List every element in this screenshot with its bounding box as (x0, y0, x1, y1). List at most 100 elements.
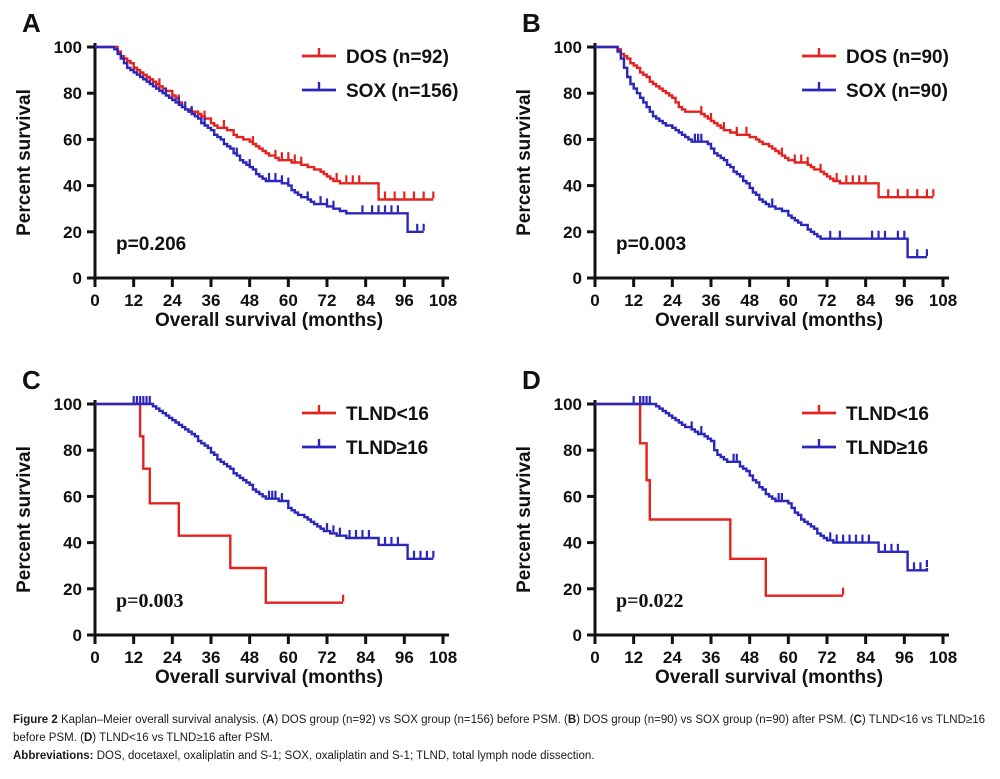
caption-bold-segment: D (83, 731, 93, 744)
panel-c: C 0 20 40 60 80 100 0 12 24 36 48 60 72 84 96 108 Overal… (0, 357, 500, 702)
p-value: p=0.003 (616, 234, 686, 255)
km-curve-red (95, 402, 344, 604)
caption-text-segment: DOS, docetaxel, oxaliplatin and S-1; SOX… (96, 749, 595, 762)
y-tick-label: 40 (63, 534, 82, 553)
x-tick-label: 36 (702, 291, 721, 310)
x-tick-label: 12 (124, 291, 143, 310)
x-tick-label: 48 (240, 291, 259, 310)
km-curve-red (595, 45, 934, 199)
caption-bold-segment: Abbreviations: (13, 749, 97, 762)
x-tick-label: 60 (279, 291, 298, 310)
km-curve-blue (595, 45, 927, 259)
y-axis-title: Percent survival (514, 89, 535, 236)
legend-label: TLND≥16 (846, 438, 928, 459)
y-axis-title: Percent survival (514, 446, 535, 593)
y-tick-label: 0 (73, 269, 82, 288)
km-curve-blue (95, 45, 424, 233)
panel-label-c: C (22, 365, 41, 395)
p-value: p=0.003 (116, 590, 184, 612)
x-tick-label: 24 (663, 648, 682, 667)
km-plot-d: 0 20 40 60 80 100 0 12 24 36 48 60 72 84 96 108 Overall … (514, 395, 957, 688)
y-tick-label: 100 (554, 38, 582, 57)
legend-label: TLND≥16 (346, 438, 428, 459)
caption-bold-segment: Figure 2 (13, 714, 61, 726)
x-tick-label: 0 (590, 291, 599, 310)
km-plot-c: 0 20 40 60 80 100 0 12 24 36 48 60 72 84 96 108 Overall … (14, 395, 457, 688)
x-tick-label: 60 (279, 648, 298, 667)
legend-label: DOS (n=92) (346, 47, 449, 68)
x-tick-label: 108 (929, 648, 957, 667)
x-tick-label: 0 (590, 648, 599, 667)
x-tick-label: 72 (818, 291, 837, 310)
x-axis-title: Overall survival (months) (155, 667, 383, 688)
y-tick-label: 60 (563, 487, 582, 506)
panel-a: A 0 20 40 60 80 100 0 12 24 36 48 60 72 84 96 108 Overal… (0, 0, 500, 345)
x-tick-label: 0 (90, 648, 99, 667)
x-tick-label: 48 (240, 648, 259, 667)
panel-b: B 0 20 40 60 80 100 0 12 24 36 48 60 72 84 96 108 Overal… (500, 0, 1000, 345)
x-tick-label: 96 (395, 291, 414, 310)
x-tick-label: 72 (318, 648, 337, 667)
y-tick-label: 100 (554, 395, 582, 414)
x-axis-title: Overall survival (months) (655, 667, 883, 688)
y-tick-label: 0 (73, 626, 82, 645)
legend-label: DOS (n=90) (846, 47, 949, 68)
y-axis-title: Percent survival (14, 89, 35, 236)
y-tick-label: 80 (563, 84, 582, 103)
x-tick-label: 84 (356, 291, 375, 310)
x-tick-label: 48 (740, 291, 759, 310)
y-tick-label: 40 (563, 177, 582, 196)
x-tick-label: 72 (818, 648, 837, 667)
y-tick-label: 80 (63, 84, 82, 103)
x-tick-label: 108 (429, 291, 457, 310)
km-curve-blue (95, 402, 434, 560)
caption-paragraph: Abbreviations: DOS, docetaxel, oxaliplat… (13, 748, 987, 766)
km-curve-red (95, 45, 434, 201)
x-tick-label: 12 (624, 648, 643, 667)
panel-label-d: D (522, 365, 541, 395)
x-tick-label: 72 (318, 291, 337, 310)
x-tick-label: 60 (779, 291, 798, 310)
x-tick-label: 36 (702, 648, 721, 667)
x-axis-title: Overall survival (months) (155, 310, 383, 331)
caption-text-segment: ) DOS group (n=90) vs SOX group (n=90) a… (576, 714, 854, 726)
x-tick-label: 108 (929, 291, 957, 310)
x-axis-title: Overall survival (months) (655, 310, 883, 331)
x-tick-label: 0 (90, 291, 99, 310)
caption-text-segment: ) DOS group (n=92) vs SOX group (n=156) … (274, 714, 568, 726)
y-tick-label: 0 (573, 626, 582, 645)
y-tick-label: 80 (63, 441, 82, 460)
y-tick-label: 80 (563, 441, 582, 460)
x-tick-label: 12 (124, 648, 143, 667)
panel-row-bottom: C 0 20 40 60 80 100 0 12 24 36 48 60 72 84 96 108 Overal… (0, 357, 1000, 702)
km-plot-a: 0 20 40 60 80 100 0 12 24 36 48 60 72 84 96 108 Overall … (14, 38, 458, 331)
y-tick-label: 60 (563, 130, 582, 149)
legend-label: SOX (n=156) (346, 81, 458, 102)
x-tick-label: 60 (779, 648, 798, 667)
y-tick-label: 60 (63, 487, 82, 506)
y-axis-title: Percent survival (14, 446, 35, 593)
y-tick-label: 20 (63, 580, 82, 599)
y-tick-label: 60 (63, 130, 82, 149)
x-tick-label: 48 (740, 648, 759, 667)
p-value: p=0.022 (616, 590, 684, 612)
caption-bold-segment: C (853, 714, 862, 726)
caption-text-segment: Kaplan–Meier overall survival analysis. … (60, 714, 267, 726)
km-plot-b: 0 20 40 60 80 100 0 12 24 36 48 60 72 84 96 108 Overall … (514, 38, 957, 331)
caption-paragraph: Figure 2 Kaplan–Meier overall survival a… (13, 712, 987, 748)
x-tick-label: 96 (895, 648, 914, 667)
panel-d: D 0 20 40 60 80 100 0 12 24 36 48 60 72 84 96 108 Overal… (500, 357, 1000, 702)
panel-label-b: B (522, 8, 541, 38)
x-tick-label: 36 (202, 291, 221, 310)
caption-bold-segment: B (567, 714, 577, 726)
x-tick-label: 24 (163, 291, 182, 310)
km-curve-blue (595, 402, 929, 572)
y-tick-label: 20 (563, 223, 582, 242)
x-tick-label: 36 (202, 648, 221, 667)
x-tick-label: 84 (856, 291, 875, 310)
x-tick-label: 108 (429, 648, 457, 667)
panel-row-top: A 0 20 40 60 80 100 0 12 24 36 48 60 72 84 96 108 Overal… (0, 0, 1000, 345)
y-tick-label: 20 (63, 223, 82, 242)
figure-caption: Figure 2 Kaplan–Meier overall survival a… (13, 712, 987, 765)
